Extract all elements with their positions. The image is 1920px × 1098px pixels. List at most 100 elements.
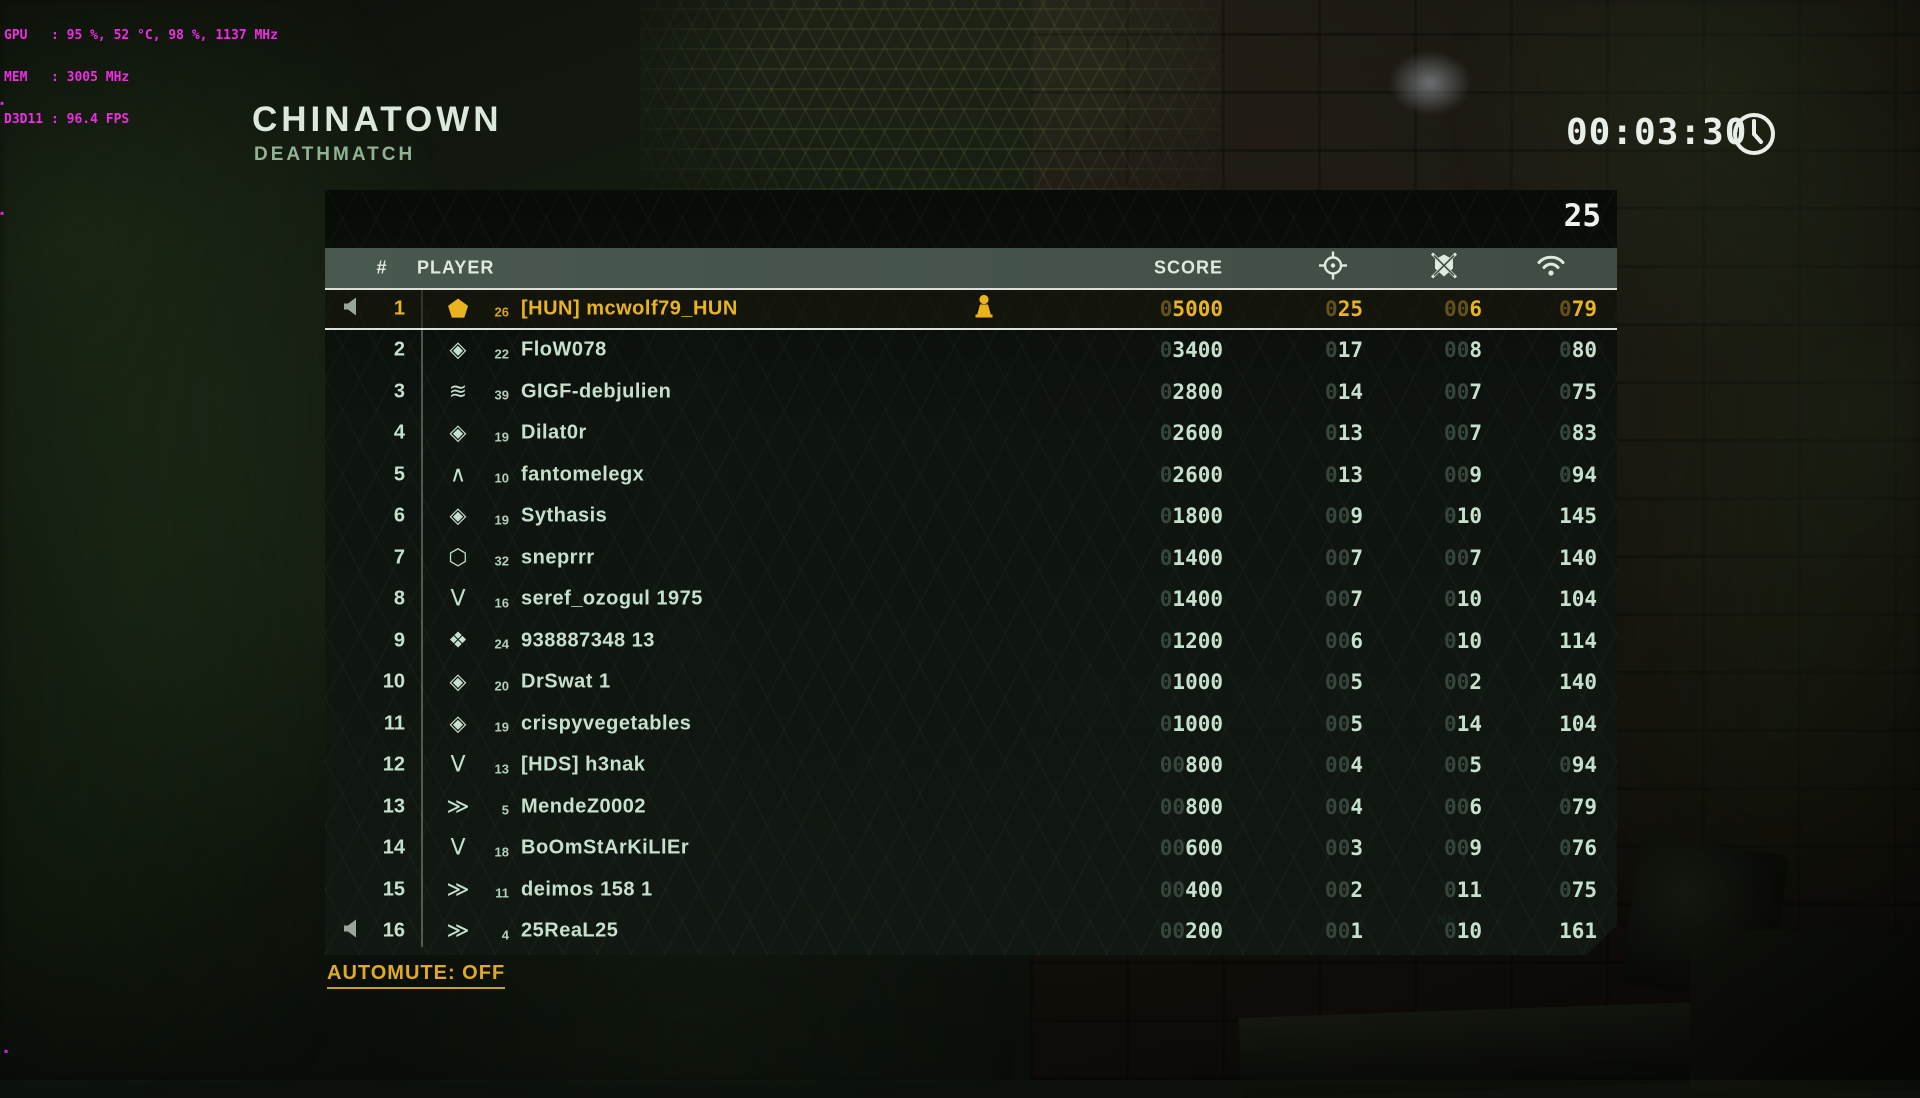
player-name[interactable]: GIGF-debjulien: [521, 380, 672, 403]
player-name[interactable]: DrSwat 1: [521, 670, 611, 693]
score-value: 01200: [1159, 628, 1223, 653]
rank-number: 2: [393, 338, 405, 361]
table-row[interactable]: 3 ≋ 39 GIGF-debjulien 02800 014 007 075: [325, 371, 1617, 413]
player-name[interactable]: 938887348 13: [521, 629, 655, 652]
deaths-value: 010: [1444, 587, 1482, 612]
rank-number: 7: [393, 546, 405, 569]
rank-number: 3: [393, 380, 405, 403]
edge-marker-icon: ▪: [0, 96, 5, 110]
player-level: 24: [494, 636, 509, 652]
kills-value: 007: [1325, 587, 1363, 612]
player-name[interactable]: [HUN] mcwolf79_HUN: [521, 297, 738, 320]
kills-value: 003: [1325, 836, 1363, 861]
player-name[interactable]: BoOmStArKiLlEr: [521, 836, 690, 859]
player-level: 32: [494, 553, 509, 569]
table-row[interactable]: 4 ◈ 19 Dilat0r 02600 013 007 083: [325, 413, 1617, 455]
ping-value: 076: [1559, 836, 1597, 861]
table-row[interactable]: 1 ⬟ 26 [HUN] mcwolf79_HUN 05000 025 006 …: [325, 288, 1617, 330]
muted-speaker-icon[interactable]: [341, 297, 365, 320]
player-column-header: PLAYER: [417, 257, 495, 278]
score-value: 02600: [1159, 462, 1223, 487]
player-name[interactable]: FloW078: [521, 338, 607, 361]
rank-diamond-cross-icon: ❖: [448, 628, 468, 654]
deaths-value: 011: [1444, 877, 1482, 902]
table-row[interactable]: 8 V 16 seref_ozogul 1975 01400 007 010 1…: [325, 579, 1617, 621]
deaths-value: 014: [1444, 711, 1482, 736]
player-name[interactable]: MendeZ0002: [521, 795, 647, 818]
player-level: 26: [494, 304, 509, 320]
perf-overlay: GPU : 95 %, 52 °C, 98 %, 1137 MHz MEM : …: [4, 1, 278, 141]
table-row[interactable]: 14 V 18 BoOmStArKiLlEr 00600 003 009 076: [325, 828, 1617, 870]
ping-value: 114: [1559, 628, 1597, 653]
player-name[interactable]: crispyvegetables: [521, 712, 692, 735]
player-level: 5: [501, 802, 509, 818]
ping-value: 161: [1559, 919, 1597, 944]
kills-value: 014: [1325, 379, 1363, 404]
table-row[interactable]: 2 ◈ 22 FloW078 03400 017 008 080: [325, 330, 1617, 372]
player-level: 18: [494, 844, 509, 860]
game-mode: DEATHMATCH: [254, 144, 416, 165]
kills-value: 004: [1325, 794, 1363, 819]
ping-value: 140: [1559, 545, 1597, 570]
ping-value: 079: [1559, 794, 1597, 819]
deaths-value: 006: [1444, 794, 1482, 819]
skull-icon: [1420, 251, 1468, 286]
player-level: 13: [494, 761, 509, 777]
score-value: 05000: [1159, 296, 1223, 321]
score-value: 00600: [1159, 836, 1223, 861]
table-row[interactable]: 16 ≫ 4 25ReaL25 00200 001 010 161: [325, 911, 1617, 953]
rank-wings-icon: ≋: [448, 379, 468, 405]
rank-diamond-icon: ◈: [449, 503, 467, 529]
score-column-header: SCORE: [1153, 257, 1223, 278]
deaths-value: 009: [1444, 836, 1482, 861]
player-level: 39: [494, 387, 509, 403]
table-row[interactable]: 11 ◈ 19 crispyvegetables 01000 005 014 1…: [325, 703, 1617, 745]
table-row[interactable]: 7 ⬡ 32 sneprrr 01400 007 007 140: [325, 537, 1617, 579]
player-name[interactable]: fantomelegx: [521, 463, 645, 486]
player-name[interactable]: sneprrr: [521, 546, 595, 569]
score-value: 01800: [1159, 504, 1223, 529]
table-row[interactable]: 9 ❖ 24 938887348 13 01200 006 010 114: [325, 620, 1617, 662]
player-level: 11: [495, 885, 509, 901]
automute-toggle[interactable]: AUTOMUTE: OFF: [327, 962, 506, 989]
wifi-icon: [1527, 253, 1575, 284]
player-name[interactable]: Dilat0r: [521, 421, 587, 444]
deaths-value: 010: [1444, 919, 1482, 944]
table-row[interactable]: 12 V 13 [HDS] h3nak 00800 004 005 094: [325, 745, 1617, 787]
table-row[interactable]: 15 ≫ 11 deimos 158 1 00400 002 011 075: [325, 869, 1617, 911]
ping-value: 075: [1559, 877, 1597, 902]
table-row[interactable]: 10 ◈ 20 DrSwat 1 01000 005 002 140: [325, 662, 1617, 704]
rank-diamond-icon: ◈: [449, 420, 467, 446]
rank-number: 13: [382, 795, 405, 818]
player-level: 4: [501, 927, 509, 943]
ping-value: 140: [1559, 670, 1597, 695]
gpu-stats-line: GPU : 95 %, 52 °C, 98 %, 1137 MHz: [4, 28, 278, 43]
player-name[interactable]: [HDS] h3nak: [521, 753, 646, 776]
ping-value: 094: [1559, 753, 1597, 778]
ping-value: 083: [1559, 421, 1597, 446]
edge-marker-icon: ▪: [4, 1044, 9, 1058]
deaths-value: 005: [1444, 753, 1482, 778]
table-row[interactable]: 6 ◈ 19 Sythasis 01800 009 010 145: [325, 496, 1617, 538]
deaths-value: 007: [1444, 379, 1482, 404]
player-name[interactable]: seref_ozogul 1975: [521, 587, 703, 610]
score-value: 00400: [1159, 877, 1223, 902]
rank-number: 16: [382, 919, 405, 942]
muted-speaker-icon[interactable]: [341, 920, 365, 943]
score-value: 03400: [1159, 338, 1223, 363]
player-name[interactable]: Sythasis: [521, 504, 608, 527]
score-value: 01000: [1159, 670, 1223, 695]
rank-number: 4: [393, 421, 405, 444]
table-row[interactable]: 13 ≫ 5 MendeZ0002 00800 004 006 079: [325, 786, 1617, 828]
score-value: 02800: [1159, 379, 1223, 404]
rank-number: 6: [393, 504, 405, 527]
player-name[interactable]: 25ReaL25: [521, 919, 619, 942]
scoreboard-header: # PLAYER SCORE: [325, 248, 1617, 288]
local-player-icon: [967, 293, 1001, 324]
score-value: 00800: [1159, 753, 1223, 778]
table-row[interactable]: 5 ∧ 10 fantomelegx 02600 013 009 094: [325, 454, 1617, 496]
player-name[interactable]: deimos 158 1: [521, 878, 653, 901]
rank-v-icon: V: [450, 752, 466, 778]
rank-number: 5: [393, 463, 405, 486]
player-level: 20: [494, 678, 509, 694]
